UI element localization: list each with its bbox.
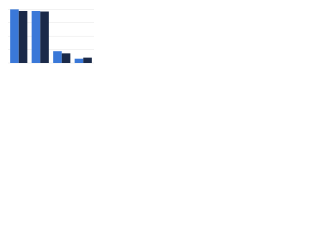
bar xyxy=(40,11,49,63)
bar xyxy=(83,57,92,63)
bar xyxy=(31,10,41,64)
bar xyxy=(18,10,28,64)
bar xyxy=(74,58,84,63)
bar xyxy=(61,53,71,63)
bar xyxy=(10,9,19,63)
bar xyxy=(53,51,62,63)
chart xyxy=(8,9,94,64)
